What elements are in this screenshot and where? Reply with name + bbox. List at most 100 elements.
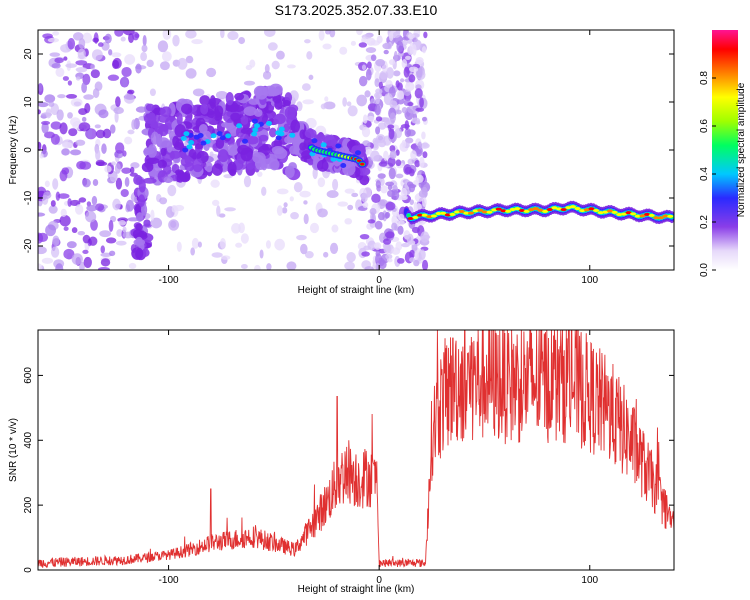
spectral-blob: [205, 162, 213, 173]
y-tick-label: 10: [23, 96, 34, 108]
spectral-blob: [54, 57, 64, 64]
spectral-blob: [91, 195, 98, 206]
spectrogram-ylabel: Frequency (Hz): [8, 116, 19, 185]
spectral-blob: [224, 207, 236, 212]
spectral-blob: [240, 115, 249, 125]
spectral-blob: [385, 181, 395, 187]
spectral-blob: [95, 129, 106, 139]
spectral-blob: [56, 109, 64, 121]
spectral-blob: [190, 247, 195, 256]
spectral-blob: [263, 30, 276, 37]
spectral-blob: [122, 150, 127, 157]
spectral-blob: [556, 207, 563, 211]
spectral-blob: [41, 120, 51, 125]
spectral-blob: [123, 92, 135, 104]
colorbar-tick-label: 0.8: [699, 71, 710, 85]
spectral-blob: [639, 214, 646, 218]
spectral-blob: [127, 89, 135, 95]
spectral-blob: [176, 173, 184, 183]
spectral-blob: [241, 138, 248, 144]
spectral-blob: [278, 126, 285, 132]
spectral-blob: [273, 113, 286, 125]
spectral-blob: [404, 137, 414, 144]
spectral-blob: [75, 66, 88, 73]
spectral-blob: [166, 141, 173, 153]
spectral-blob: [100, 245, 105, 254]
spectral-blob: [389, 150, 397, 160]
spectral-blob: [419, 97, 424, 108]
spectral-blob: [138, 194, 146, 207]
spectral-blob: [225, 91, 234, 106]
spectral-blob: [318, 30, 325, 41]
spectral-blob: [323, 135, 336, 146]
spectral-blob: [211, 163, 223, 176]
spectral-blob: [199, 95, 211, 106]
spectral-blob: [406, 233, 414, 245]
spectral-blob: [332, 178, 339, 191]
spectral-blob: [395, 149, 400, 156]
spectral-blob: [143, 148, 155, 155]
spectral-blob: [344, 188, 355, 194]
spectral-blob: [255, 85, 269, 100]
spectral-blob: [383, 150, 389, 161]
y-tick-label: 0: [23, 567, 34, 573]
spectral-blob: [542, 209, 549, 213]
spectral-blob: [248, 98, 260, 105]
spectral-blob: [410, 150, 417, 160]
spectral-blob: [395, 30, 401, 35]
spectral-blob: [157, 159, 168, 169]
spectral-blob: [163, 176, 173, 183]
spectral-blob: [200, 103, 209, 115]
spectral-blob: [283, 202, 288, 208]
spectral-blob: [415, 107, 425, 112]
spectral-blob: [380, 185, 388, 194]
spectral-blob: [409, 257, 416, 263]
spectral-blob: [63, 248, 75, 260]
spectral-blob: [113, 106, 124, 115]
spectral-blob: [406, 213, 411, 218]
spectral-blob: [251, 131, 258, 137]
spectral-blob: [156, 137, 170, 148]
spectral-blob: [167, 184, 177, 197]
spectral-blob: [185, 55, 194, 64]
spectral-blob: [289, 145, 299, 155]
spectral-blob: [231, 223, 241, 234]
spectral-blob: [422, 151, 428, 159]
spectral-blob: [418, 249, 426, 261]
spectral-blob: [116, 229, 124, 237]
spectral-blob: [219, 238, 226, 250]
spectral-blob: [357, 167, 371, 176]
spectral-blob: [396, 98, 405, 105]
spectral-blob: [41, 257, 54, 264]
spectral-blob: [347, 204, 354, 211]
spectral-blob: [57, 94, 66, 99]
spectral-blob: [593, 208, 600, 212]
spectral-blob: [304, 39, 311, 44]
spectral-blob: [50, 246, 60, 258]
spectral-blob: [374, 78, 380, 88]
spectral-blob: [373, 243, 380, 249]
spectral-blob: [265, 240, 271, 249]
spectral-blob: [230, 112, 241, 122]
spectral-blob: [259, 249, 264, 259]
spectral-blob: [358, 75, 368, 87]
spectral-blob: [75, 139, 86, 146]
spectral-blob: [355, 150, 362, 156]
spectral-blob: [210, 133, 217, 139]
spectral-blob: [370, 54, 377, 62]
spectral-blob: [408, 74, 416, 83]
spectral-blob: [387, 124, 395, 129]
spectral-blob: [393, 50, 398, 63]
spectral-blob: [481, 210, 488, 214]
spectral-blob: [94, 203, 105, 211]
spectral-blob: [283, 123, 290, 133]
spectral-blob: [67, 198, 72, 207]
spectral-blob: [397, 225, 404, 235]
spectral-blob: [192, 158, 204, 173]
spectral-blob: [118, 220, 127, 226]
spectral-blob: [296, 234, 307, 241]
spectral-blob: [393, 70, 401, 77]
spectral-blob: [361, 251, 370, 257]
spectral-blob: [157, 40, 169, 53]
